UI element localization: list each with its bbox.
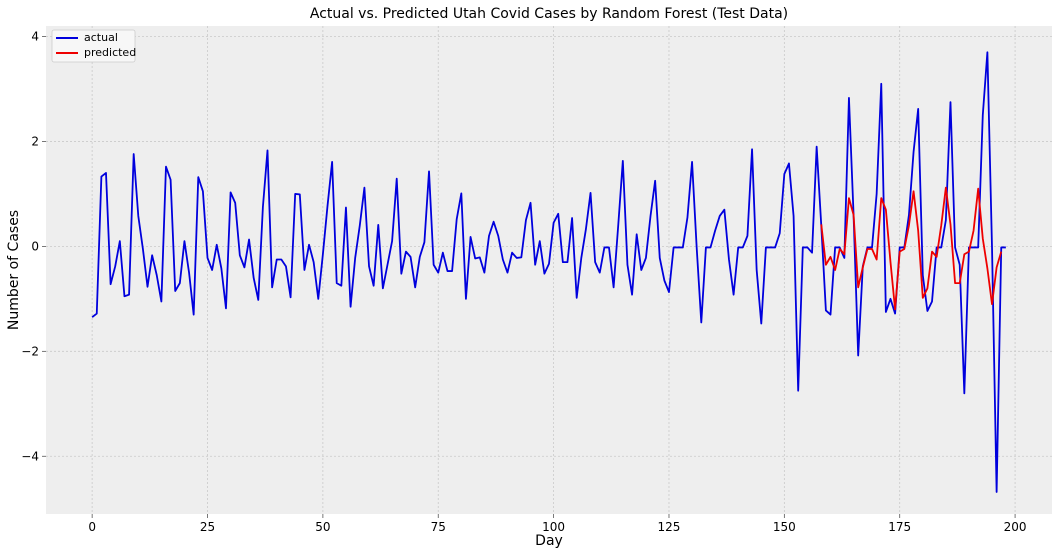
ticks: 0 25 50 75 100 125 150 175 200 −4 −2 0 2 4 (21, 29, 1026, 534)
x-tick-label: 175 (888, 520, 911, 534)
y-tick-label: −2 (21, 344, 39, 358)
x-tick-label: 125 (658, 520, 681, 534)
plot-area (46, 26, 1052, 514)
x-tick-label: 0 (88, 520, 96, 534)
y-tick-label: 4 (31, 29, 39, 43)
chart-title: Actual vs. Predicted Utah Covid Cases by… (310, 6, 788, 22)
legend-label-actual: actual (84, 31, 118, 44)
x-tick-label: 150 (773, 520, 796, 534)
x-tick-label: 75 (431, 520, 446, 534)
series-line-predicted (820, 186, 1003, 311)
x-tick-label: 100 (542, 520, 565, 534)
x-tick-label: 200 (1004, 520, 1027, 534)
y-tick-label: 0 (31, 239, 39, 253)
legend: actual predicted (51, 29, 136, 63)
legend-label-predicted: predicted (84, 46, 136, 59)
y-tick-label: −4 (21, 449, 39, 463)
series-lines (91, 51, 1006, 493)
x-tick-label: 25 (200, 520, 215, 534)
x-axis-label: Day (535, 533, 563, 549)
y-tick-label: 2 (31, 134, 39, 148)
y-axis-label: Number of Cases (6, 210, 22, 330)
x-tick-label: 50 (315, 520, 330, 534)
